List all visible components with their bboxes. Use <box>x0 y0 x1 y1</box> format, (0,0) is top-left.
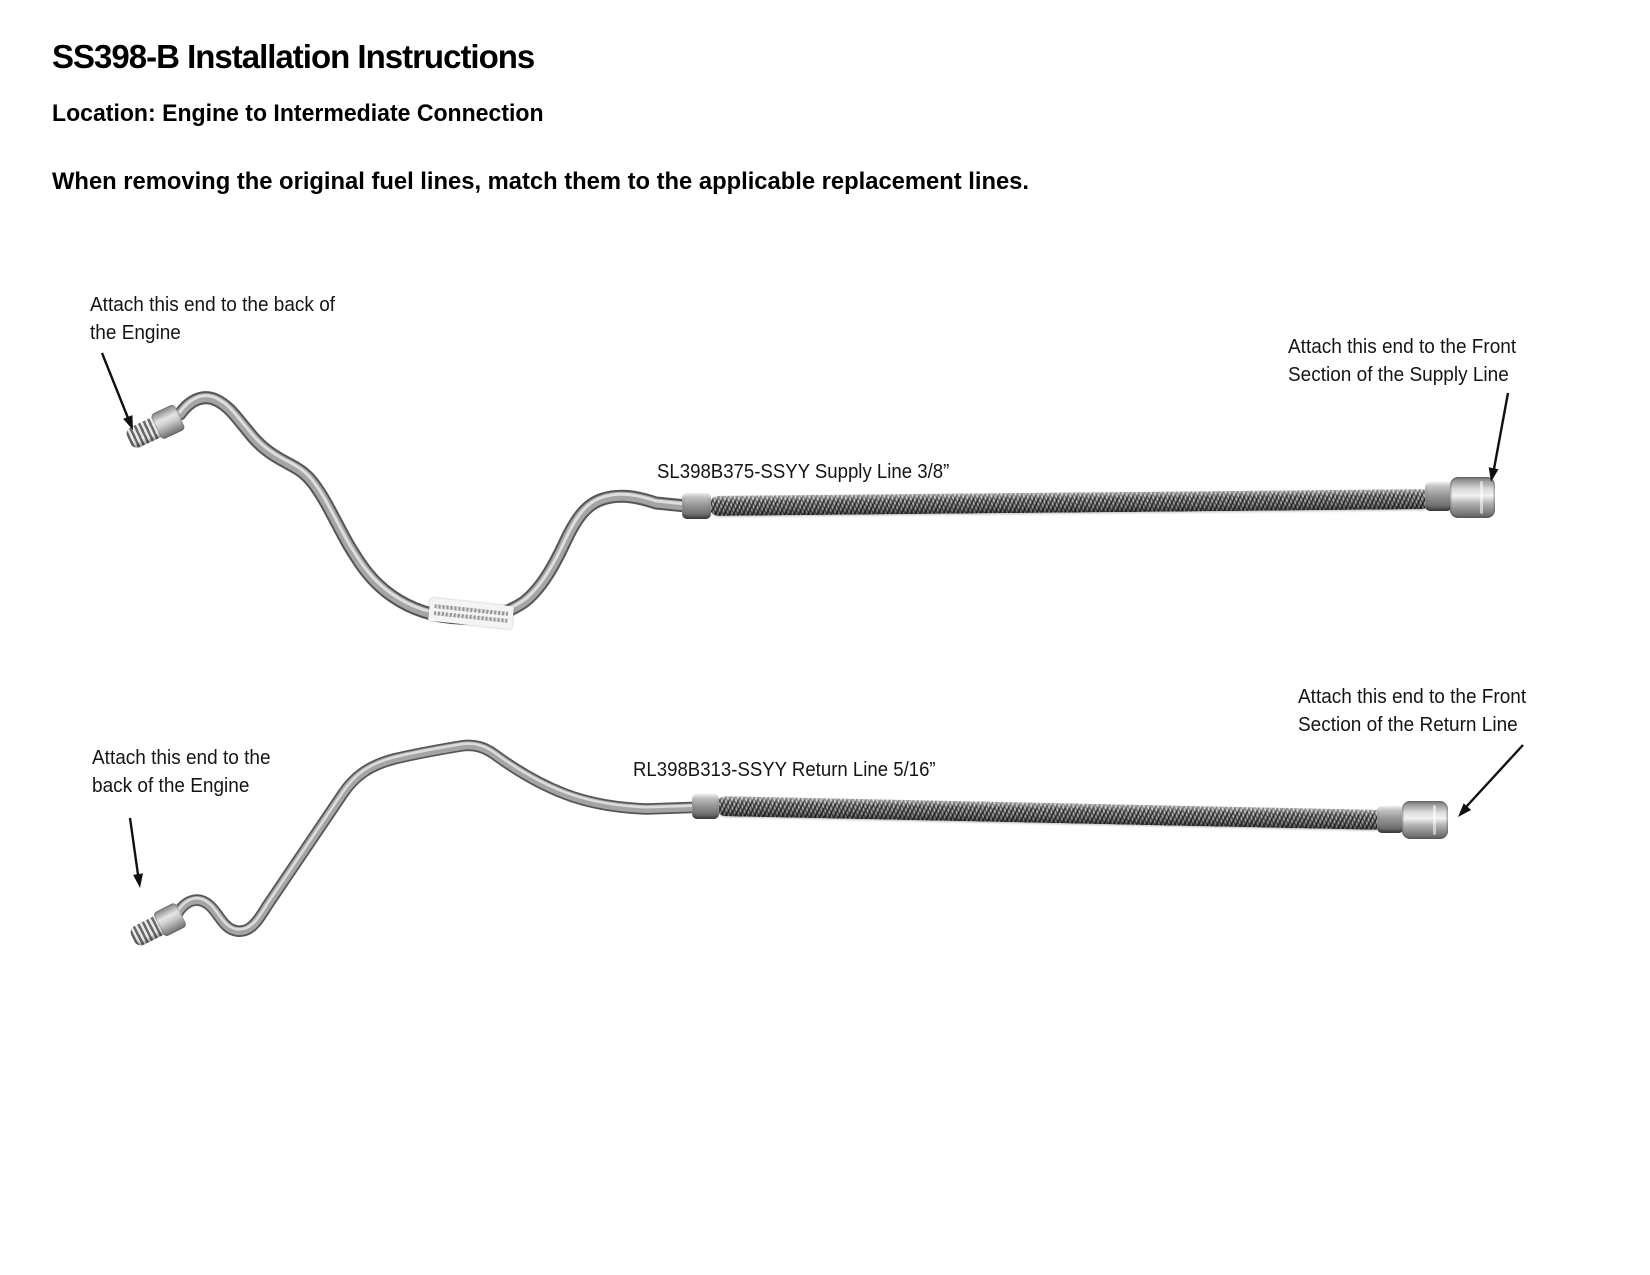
annotation-line: Section of the Return Line <box>1298 714 1518 736</box>
return-tube-image <box>170 739 712 937</box>
location-subtitle: Location: Engine to Intermediate Connect… <box>52 100 544 127</box>
supply-left-annotation: Attach this end to the back of the Engin… <box>90 291 335 347</box>
annotation-line: Attach this end to the <box>92 747 271 769</box>
return-right-annotation: Attach this end to the Front Section of … <box>1298 683 1526 739</box>
supply-tube-image <box>173 391 693 625</box>
supply-right-annotation: Attach this end to the Front Section of … <box>1288 333 1516 389</box>
return-crimp-ferrule-right <box>1377 806 1404 833</box>
supply-crimp-ferrule-left <box>682 493 711 519</box>
annotation-line: Attach this end to the Front <box>1288 336 1517 358</box>
return-hex-nut-fitting <box>1402 801 1448 839</box>
supply-crimp-ferrule-right <box>1425 482 1452 511</box>
return-left-annotation: Attach this end to the back of the Engin… <box>92 744 271 800</box>
return-line-label: RL398B313-SSYY Return Line 5/16” <box>633 759 936 781</box>
annotation-line: back of the Engine <box>92 775 250 797</box>
return-crimp-ferrule-left <box>692 794 719 819</box>
annotation-line: Attach this end to the Front <box>1298 686 1527 708</box>
warning-text: When removing the original fuel lines, m… <box>52 168 1030 195</box>
page-title: SS398-B Installation Instructions <box>52 38 535 75</box>
annotation-line: Section of the Supply Line <box>1288 364 1509 386</box>
supply-hex-nut-fitting <box>1450 477 1495 518</box>
annotation-line: Attach this end to the back of <box>90 294 336 316</box>
annotation-line: the Engine <box>90 322 181 344</box>
supply-line-label: SL398B375-SSYY Supply Line 3/8” <box>657 461 950 483</box>
